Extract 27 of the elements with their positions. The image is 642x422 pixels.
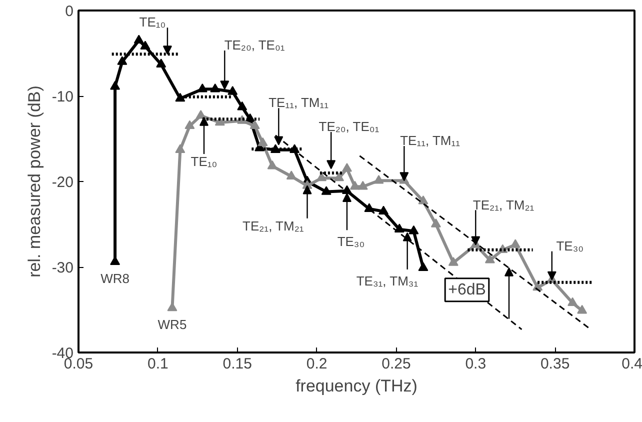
y-tick-label: 0 <box>65 3 74 20</box>
annotation: TE₂₀, TE₀₁ <box>224 38 286 53</box>
series-label: WR8 <box>100 270 130 286</box>
annotation: TE₃₀ <box>556 238 584 254</box>
x-tick-label: 0.1 <box>148 356 168 372</box>
x-tick-label: 0.15 <box>222 356 252 372</box>
series-label: WR5 <box>158 317 187 332</box>
x-axis-title: frequency (THz) <box>296 376 418 396</box>
annotation: TE₁₁, TM₁₁ <box>268 95 330 110</box>
annotation: +6dB <box>448 281 486 298</box>
annotation: TE₃₀ <box>337 234 365 249</box>
annotation: TE₃₁, TM₃₁ <box>356 273 419 288</box>
annotation: TE₂₁, TM₂₁ <box>472 197 535 212</box>
annotation: TE₂₁, TM₂₁ <box>242 218 304 234</box>
x-tick-label: 0.25 <box>382 356 411 372</box>
annotation: TE₁₁, TM₁₁ <box>400 133 461 148</box>
x-tick-label: 0.35 <box>540 356 570 372</box>
x-tick-label: 0.2 <box>306 356 328 372</box>
annotation: TE₂₀, TE₀₁ <box>318 119 380 134</box>
y-axis-title: rel. measured power (dB) <box>24 86 44 278</box>
x-tick-label: 0.4 <box>622 356 642 372</box>
y-tick-label: -10 <box>52 88 74 106</box>
annotation: TE₁₀ <box>139 14 166 30</box>
y-tick-label: -20 <box>52 174 74 191</box>
x-tick-label: 0.3 <box>465 356 486 372</box>
annotation: TE₁₀ <box>190 154 218 169</box>
y-tick-label: -30 <box>52 260 74 276</box>
